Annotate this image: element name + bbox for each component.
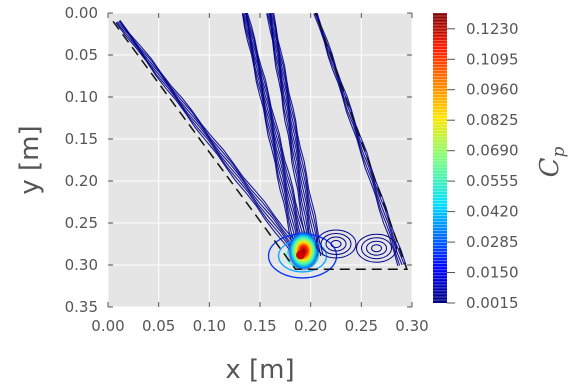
colorbar-tick-label: 0.0960: [466, 81, 519, 99]
x-tick-label: 0.10: [193, 317, 226, 335]
y-tick-label: 0.00: [65, 4, 98, 22]
colorbar-tick-label: 0.0555: [466, 172, 519, 190]
contour-lines: [115, 13, 407, 279]
y-tick-label: 0.25: [65, 214, 98, 232]
secondary-peak-contour: [315, 229, 357, 259]
contour-line: [316, 13, 405, 265]
y-tick-label: 0.10: [65, 88, 98, 106]
colorbar-tick-label: 0.1095: [466, 50, 519, 68]
y-tick-labels: 0.00 0.05 0.10 0.15 0.20 0.25 0.30 0.35: [65, 4, 98, 316]
contour-line: [313, 13, 399, 267]
y-axis-label: y [m]: [15, 125, 45, 194]
contour-line: [115, 22, 297, 260]
secondary-peak-contour: [371, 244, 383, 253]
secondary-peak-contour: [366, 240, 388, 256]
x-axis-label: x [m]: [225, 355, 294, 385]
contour-line: [119, 20, 305, 256]
colorbar-tick-label: 0.1230: [466, 20, 519, 38]
y-tick-label: 0.15: [65, 130, 98, 148]
contour-line: [314, 13, 401, 266]
y-tick-label: 0.30: [65, 256, 98, 274]
contour-line: [273, 13, 324, 256]
secondary-peak-contour: [330, 240, 342, 248]
contour-line: [117, 21, 300, 258]
colorbar-tick-label: 0.0420: [466, 203, 519, 221]
y-tick-label: 0.35: [65, 298, 98, 316]
contour-line: [118, 20, 302, 257]
secondary-peak-contour: [361, 237, 393, 260]
x-tick-label: 0.20: [294, 317, 327, 335]
secondary-peak-contour: [356, 233, 398, 263]
contour-line: [269, 13, 317, 257]
y-tick-label: 0.05: [65, 46, 98, 64]
contour-line: [119, 20, 307, 255]
contour-line: [245, 13, 308, 257]
colorbar-tick-label: 0.0150: [466, 264, 519, 282]
outline-dashed: [112, 12, 408, 270]
colorbar-title: Cp: [535, 146, 569, 177]
contour-line: [268, 13, 313, 258]
colorbar-tick-label: 0.0825: [466, 111, 519, 129]
colorbar-tick-label: 0.0690: [466, 142, 519, 160]
contour-line: [241, 13, 299, 258]
colorbar-tick-label: 0.0015: [466, 294, 519, 312]
colorbar: 0.0015 0.0150 0.0285 0.0420 0.0555 0.0690 0.08…: [433, 12, 569, 312]
y-tick-label: 0.20: [65, 172, 98, 190]
hotspot-fill: [287, 230, 320, 271]
colorbar-ticks: 0.0015 0.0150 0.0285 0.0420 0.0555 0.0690 0.08…: [447, 20, 519, 312]
secondary-peak-contour: [325, 236, 347, 252]
x-tick-label: 0.15: [243, 317, 276, 335]
x-tick-label: 0.25: [345, 317, 378, 335]
contour-line: [271, 13, 322, 257]
contour-line: [269, 13, 315, 257]
colorbar-levels: [433, 12, 447, 301]
x-tick-labels: 0.00 0.05 0.10 0.15 0.20 0.25 0.30: [91, 317, 428, 335]
contour-line: [241, 13, 297, 258]
domain-outline: [112, 12, 408, 270]
x-tick-label: 0.00: [91, 317, 124, 335]
secondary-peak-contour: [320, 233, 352, 255]
contour-line: [244, 13, 303, 257]
hotspot-core: [296, 250, 306, 260]
x-tick-label: 0.30: [395, 317, 428, 335]
x-tick-label: 0.05: [142, 317, 175, 335]
colorbar-tick-label: 0.0285: [466, 233, 519, 251]
contour-line: [266, 13, 309, 258]
axis-ticks: [107, 12, 413, 308]
contour-line: [245, 13, 306, 257]
